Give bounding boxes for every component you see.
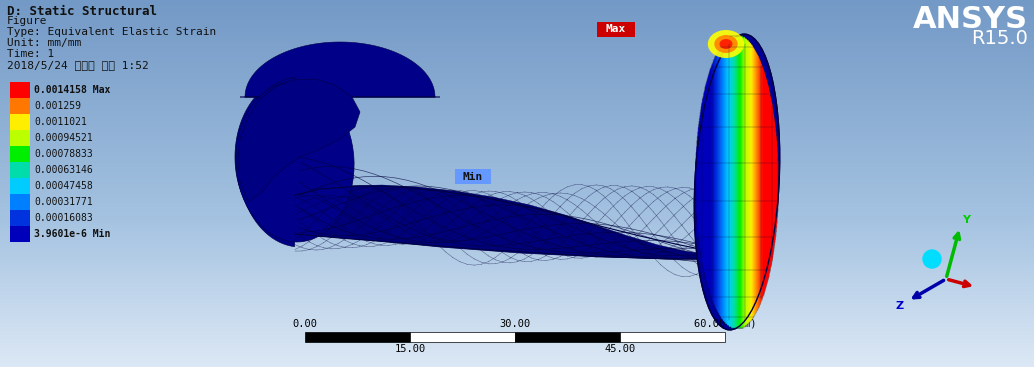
Text: 0.001259: 0.001259 <box>34 101 81 111</box>
Text: 30.00: 30.00 <box>499 319 530 329</box>
Text: 0.00094521: 0.00094521 <box>34 133 93 143</box>
Text: Z: Z <box>896 301 904 311</box>
Polygon shape <box>238 79 360 202</box>
Ellipse shape <box>695 34 780 330</box>
Polygon shape <box>235 77 295 237</box>
Text: 60.00 (mm): 60.00 (mm) <box>694 319 756 329</box>
Bar <box>10 226 30 242</box>
Bar <box>10 114 30 130</box>
Text: 0.00063146: 0.00063146 <box>34 165 93 175</box>
Bar <box>620 332 725 342</box>
Bar <box>305 332 410 342</box>
Polygon shape <box>295 186 718 259</box>
Text: Y: Y <box>962 215 970 225</box>
Bar <box>10 82 30 98</box>
Ellipse shape <box>714 35 737 53</box>
Ellipse shape <box>236 82 354 242</box>
Text: 45.00: 45.00 <box>605 344 636 354</box>
Text: Figure: Figure <box>7 16 48 26</box>
Text: 0.0011021: 0.0011021 <box>34 117 87 127</box>
Bar <box>597 22 635 37</box>
Polygon shape <box>238 77 295 247</box>
Bar <box>10 98 30 114</box>
Text: Unit: mm/mm: Unit: mm/mm <box>7 38 82 48</box>
Text: 0.00047458: 0.00047458 <box>34 181 93 191</box>
Bar <box>10 162 30 178</box>
Text: 3.9601e-6 Min: 3.9601e-6 Min <box>34 229 111 239</box>
Bar <box>455 169 491 184</box>
Bar <box>10 146 30 162</box>
Polygon shape <box>240 42 440 97</box>
Text: 0.00031771: 0.00031771 <box>34 197 93 207</box>
Text: Min: Min <box>463 171 483 182</box>
Circle shape <box>923 250 941 268</box>
Ellipse shape <box>720 39 732 49</box>
Polygon shape <box>295 185 725 259</box>
Bar <box>10 210 30 226</box>
Text: 2018/5/24 星期四 上午 1:52: 2018/5/24 星期四 上午 1:52 <box>7 60 149 70</box>
Text: Type: Equivalent Elastic Strain: Type: Equivalent Elastic Strain <box>7 27 216 37</box>
Bar <box>10 178 30 194</box>
Text: 0.00: 0.00 <box>293 319 317 329</box>
Text: Max: Max <box>606 25 627 34</box>
Ellipse shape <box>708 30 744 58</box>
Bar <box>10 194 30 210</box>
Text: D: Static Structural: D: Static Structural <box>7 5 157 18</box>
Text: 15.00: 15.00 <box>394 344 426 354</box>
Text: R15.0: R15.0 <box>971 29 1028 48</box>
Text: 0.00078833: 0.00078833 <box>34 149 93 159</box>
Polygon shape <box>260 77 295 232</box>
Bar <box>410 332 515 342</box>
Bar <box>515 332 620 342</box>
Text: ANSYS: ANSYS <box>913 5 1028 34</box>
Text: Time: 1: Time: 1 <box>7 49 54 59</box>
Text: 0.00016083: 0.00016083 <box>34 213 93 223</box>
Bar <box>10 130 30 146</box>
Text: 0.0014158 Max: 0.0014158 Max <box>34 85 111 95</box>
